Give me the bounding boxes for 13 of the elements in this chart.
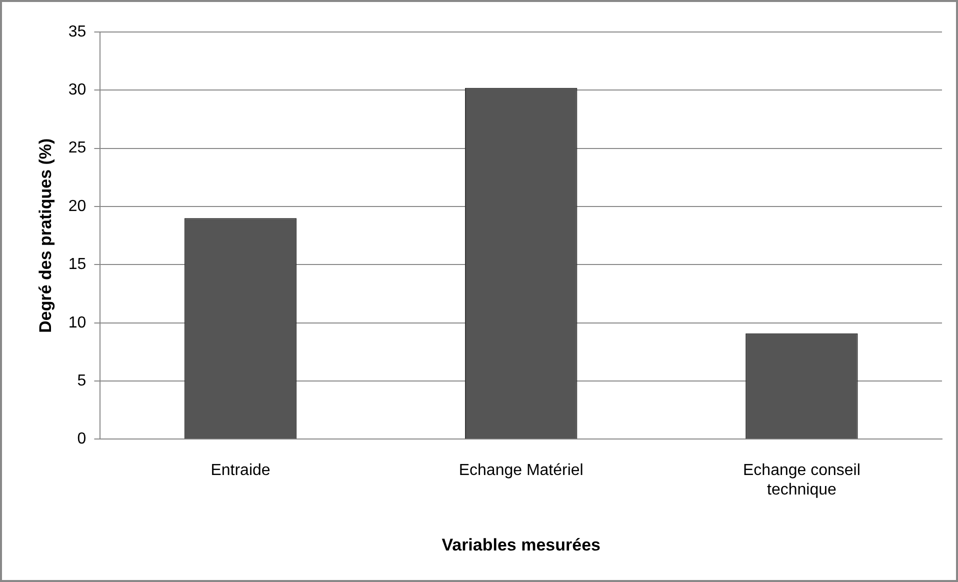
y-tick-label: 20 [68, 198, 86, 215]
x-tick-label: Echange conseil technique [742, 462, 860, 498]
y-tick-label: 5 [77, 372, 86, 390]
y-axis-title: Degré des pratiques (%) [36, 138, 55, 333]
x-axis-title: Variables mesurées [442, 535, 600, 554]
y-tick-label: 10 [68, 314, 86, 332]
y-tick-label: 25 [68, 140, 86, 157]
y-tick-label: 35 [68, 23, 86, 40]
y-tick-label: 30 [68, 82, 86, 99]
y-tick-label: 0 [77, 430, 86, 448]
x-tick-label: Entraide [210, 462, 270, 480]
x-tick-label: Echange Matériel [458, 462, 584, 480]
y-tick-label: 15 [68, 256, 86, 274]
